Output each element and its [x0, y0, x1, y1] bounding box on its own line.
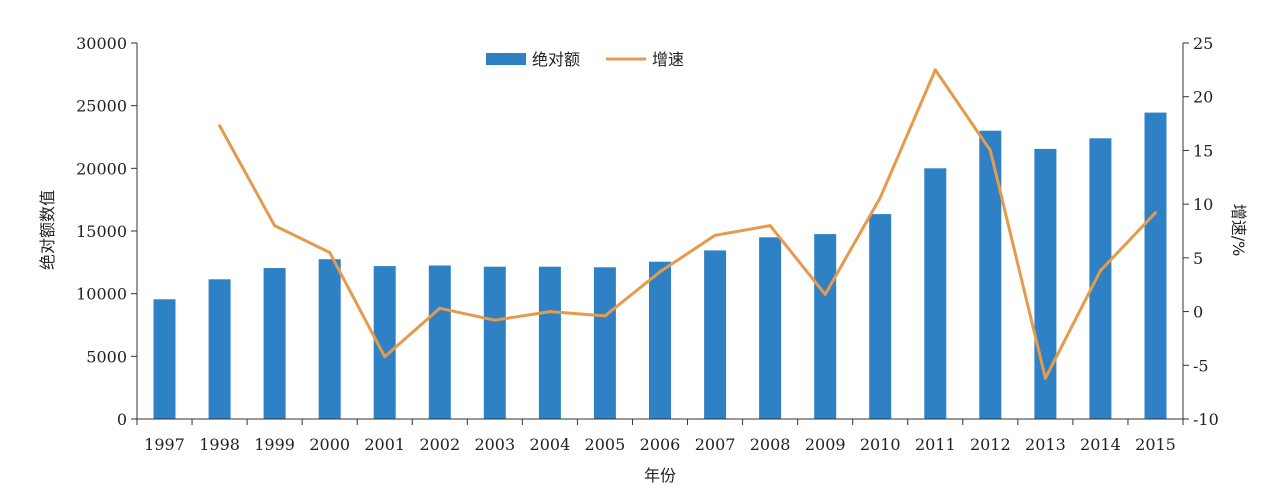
bar-2004: [538, 266, 561, 419]
x-tick-label-2001: 2001: [364, 435, 405, 454]
x-axis-title: 年份: [644, 466, 676, 485]
y-tick-label-20000: 20000: [76, 159, 127, 178]
x-tick-label-1998: 1998: [199, 435, 240, 454]
growth-point-2007: [713, 233, 717, 237]
growth-line: [218, 68, 1157, 380]
y-axis-title: 绝对额数值: [38, 190, 57, 270]
growth-point-2001: [383, 355, 387, 359]
legend-bar-label: 绝对额: [532, 50, 580, 69]
bar-2006: [649, 261, 671, 419]
growth-point-2013: [1043, 376, 1047, 380]
y2-tick-label--5: -5: [1193, 356, 1209, 375]
growth-point-2004: [548, 310, 552, 314]
y-tick-label-0: 0: [117, 410, 127, 429]
bar-2010: [869, 214, 892, 419]
growth-point-2005: [603, 314, 607, 318]
growth-point-1999: [273, 224, 277, 228]
bar-2002: [428, 265, 451, 419]
axes-layer: 0 5000 10000 15000 20000 25000 30000 -10 -5 0 5 10 1…: [76, 34, 1219, 454]
growth-point-2002: [438, 306, 442, 310]
bar-2005: [593, 267, 616, 419]
y2-tick-label-15: 15: [1193, 141, 1213, 160]
bar-2014: [1089, 138, 1112, 420]
bar-2009: [814, 234, 837, 419]
bar-2011: [924, 168, 947, 419]
legend-line-label: 增速: [652, 50, 684, 69]
x-tick-label-2005: 2005: [585, 435, 626, 454]
bar-2015: [1144, 112, 1167, 419]
bar-1999: [263, 268, 286, 419]
x-tick-label-2000: 2000: [309, 435, 350, 454]
x-tick-label-2004: 2004: [530, 435, 571, 454]
bar-2007: [704, 250, 727, 419]
x-tick-label-2010: 2010: [860, 435, 901, 454]
growth-point-2014: [1098, 269, 1102, 273]
bar-2001: [373, 266, 396, 419]
x-tick-label-2013: 2013: [1025, 435, 1066, 454]
growth-point-2011: [933, 68, 937, 72]
y-tick-label-30000: 30000: [76, 34, 127, 53]
x-tick-label-2014: 2014: [1080, 435, 1121, 454]
bar-2012: [979, 130, 1002, 419]
growth-point-2012: [988, 148, 992, 152]
growth-point-2000: [328, 251, 332, 254]
legend: 绝对额 增速: [486, 50, 684, 69]
x-tick-label-2002: 2002: [419, 435, 460, 454]
y2-axis-title: 增速/%: [1229, 204, 1248, 257]
bar-1998: [208, 279, 231, 419]
x-tick-label-2009: 2009: [805, 435, 846, 454]
growth-point-2003: [493, 318, 497, 322]
bar-1997: [153, 299, 176, 419]
line-layer: [218, 68, 1157, 380]
y2-tick-label--10: -10: [1193, 410, 1219, 429]
y2-tick-label-5: 5: [1193, 249, 1203, 268]
growth-point-2009: [823, 292, 827, 296]
y2-tick-label-20: 20: [1193, 88, 1213, 107]
x-tick-label-2007: 2007: [695, 435, 736, 454]
x-tick-label-2015: 2015: [1135, 435, 1176, 454]
x-tick-label-2008: 2008: [750, 435, 791, 454]
x-tick-label-2011: 2011: [915, 435, 956, 454]
bar-2008: [759, 237, 782, 419]
bar-2000: [318, 259, 341, 419]
x-tick-label-2006: 2006: [640, 435, 681, 454]
y2-tick-label-0: 0: [1193, 303, 1203, 322]
bars-layer: [153, 112, 1167, 420]
x-tick-label-2012: 2012: [970, 435, 1011, 454]
growth-point-1998: [218, 124, 222, 128]
x-tick-label-1999: 1999: [254, 435, 295, 454]
growth-point-2015: [1154, 211, 1157, 215]
y-tick-label-10000: 10000: [76, 285, 127, 304]
bar-2003: [483, 266, 506, 419]
y-tick-label-25000: 25000: [76, 97, 127, 116]
legend-bar-swatch: [486, 53, 526, 65]
y2-tick-label-10: 10: [1193, 195, 1213, 214]
growth-point-2006: [658, 270, 662, 274]
y2-tick-label-25: 25: [1193, 34, 1213, 53]
x-tick-label-2003: 2003: [474, 435, 515, 454]
y-tick-label-5000: 5000: [86, 347, 127, 366]
x-tick-label-1997: 1997: [144, 435, 185, 454]
growth-point-2008: [768, 224, 772, 228]
growth-point-2010: [878, 196, 882, 200]
y-tick-label-15000: 15000: [76, 222, 127, 241]
